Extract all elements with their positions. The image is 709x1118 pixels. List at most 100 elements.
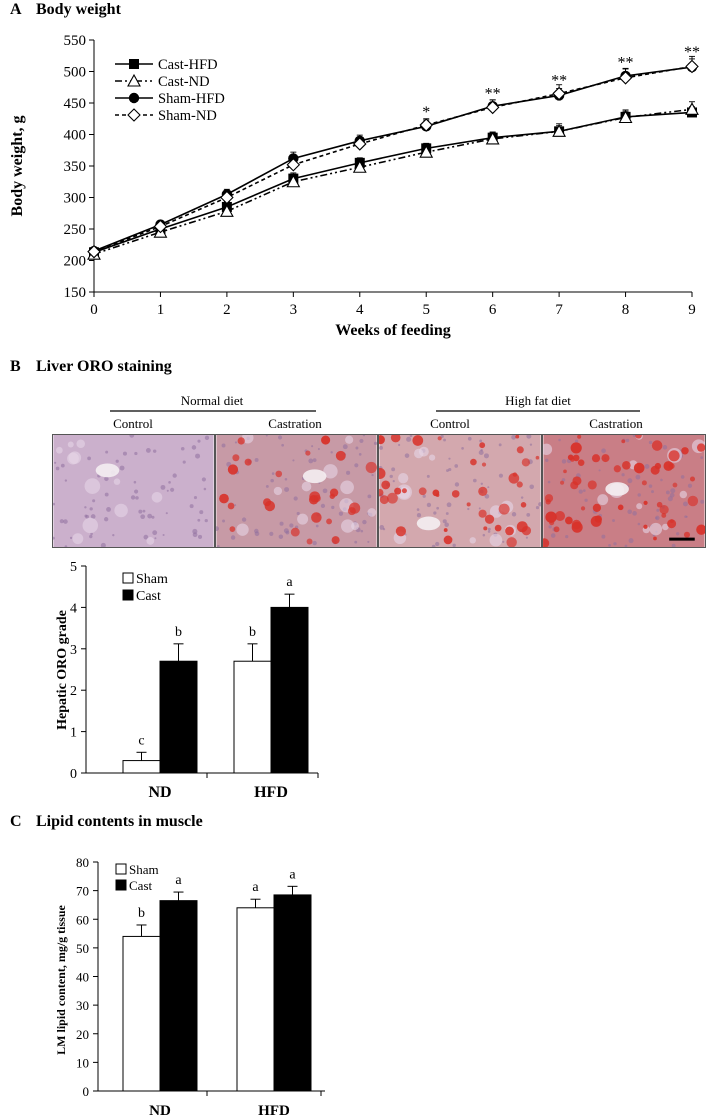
lipid-droplet [535, 455, 540, 460]
lipid-droplet [653, 536, 657, 541]
cell-nucleus [637, 493, 641, 497]
cell-nucleus [627, 478, 633, 484]
cell-nucleus [454, 482, 460, 487]
cell-nucleus [138, 509, 143, 514]
lipid-droplet [227, 464, 239, 475]
central-vein [605, 482, 629, 496]
cell-nucleus [436, 506, 440, 510]
y-tick-label: 10 [76, 1055, 89, 1070]
lipid-droplet [229, 526, 236, 532]
cell-nucleus [637, 522, 641, 526]
cell-nucleus [53, 536, 55, 540]
cell-nucleus [416, 508, 420, 511]
lipid-droplet [570, 442, 582, 454]
cell-nucleus [392, 480, 395, 483]
lipid-droplet [264, 500, 276, 512]
lipid-droplet [613, 465, 621, 473]
cell-nucleus [234, 441, 238, 444]
cell-nucleus [278, 534, 284, 539]
cell-nucleus [180, 446, 185, 451]
cell-nucleus [687, 483, 693, 488]
cell-nucleus [598, 469, 601, 472]
lipid-droplet [348, 502, 361, 514]
cell-nucleus [354, 463, 359, 468]
lipid-droplet [560, 480, 565, 485]
cell-nucleus [60, 463, 65, 468]
bw-point-sham-nd [352, 137, 367, 151]
cell-nucleus [103, 517, 109, 522]
sinusoid-space [241, 435, 254, 444]
lipid-droplet [395, 526, 406, 537]
cell-nucleus [195, 453, 201, 459]
y-tick-label: 50 [76, 941, 89, 956]
bw-x-tick-label: 4 [356, 302, 364, 318]
lipid-droplet [290, 527, 300, 537]
sinusoid-space [301, 481, 312, 492]
cell-nucleus [578, 489, 583, 494]
cell-nucleus [660, 478, 663, 482]
cell-nucleus [526, 435, 532, 439]
lipid-droplet [305, 450, 311, 456]
cell-nucleus [651, 490, 654, 494]
bw-y-tick-label: 450 [64, 96, 87, 112]
lipid-droplet [412, 435, 424, 446]
cell-nucleus [87, 456, 91, 461]
cell-nucleus [285, 530, 290, 535]
cell-nucleus [308, 458, 314, 464]
bw-x-tick-label: 0 [90, 302, 98, 318]
lipid-droplet [565, 516, 573, 525]
lipid-droplet [668, 450, 680, 462]
oro-y-axis-label: Hepatic ORO grade [55, 610, 70, 730]
lipid-droplet [656, 501, 663, 508]
sinusoid-space [114, 503, 128, 518]
significance-letter: b [138, 906, 145, 921]
lipid-droplet [689, 476, 696, 482]
bw-point-sham-nd [618, 71, 633, 85]
cell-nucleus [487, 530, 491, 533]
cell-nucleus [360, 529, 364, 533]
diet-header-normal: Normal diet [181, 393, 244, 408]
cell-nucleus [201, 477, 206, 482]
cell-nucleus [221, 443, 226, 448]
lipid-droplet [580, 506, 586, 511]
cell-nucleus [359, 438, 364, 443]
cell-nucleus [431, 544, 436, 547]
lipid-droplet [591, 454, 601, 463]
cell-nucleus [665, 490, 670, 495]
lipid-droplet [577, 459, 585, 466]
lipid-droplet [329, 488, 339, 497]
cell-nucleus [216, 526, 220, 531]
sinusoid-space [67, 441, 74, 448]
bw-y-axis-label: Body weight, g [9, 116, 26, 217]
lipid-droplet [381, 480, 391, 490]
cell-nucleus [331, 505, 335, 510]
cell-nucleus [635, 474, 641, 480]
cell-nucleus [182, 460, 186, 464]
bw-y-tick-label: 400 [64, 128, 87, 144]
sinusoid-space [340, 480, 354, 495]
cell-nucleus [700, 499, 705, 504]
lipid-droplet [306, 538, 313, 545]
sinusoid-space [56, 446, 63, 454]
cell-nucleus [483, 453, 489, 459]
lipid-droplet [387, 492, 398, 504]
lipid-droplet [232, 454, 240, 462]
cell-nucleus [487, 486, 490, 489]
bw-legend-marker-cast-nd [127, 73, 141, 87]
cell-nucleus [379, 445, 383, 450]
bw-y-tick-label: 150 [64, 285, 87, 301]
cell-nucleus [454, 464, 459, 468]
bw-point-sham-nd [685, 59, 699, 74]
cell-nucleus [608, 543, 611, 547]
bw-point-sham-nd [552, 86, 566, 101]
bw-x-tick-label: 5 [422, 302, 430, 318]
cell-nucleus [84, 506, 87, 509]
cell-nucleus [89, 507, 93, 511]
bar-cast-nd [159, 660, 198, 774]
y-tick-label: 0 [83, 1084, 90, 1099]
body-weight-chart: A Body weight 15020025030035040045050055… [9, 1, 700, 339]
bw-y-tick-label: 500 [64, 65, 87, 81]
lipid-droplet [617, 504, 624, 511]
panel-b-letter: B [10, 358, 21, 375]
cell-nucleus [142, 509, 146, 513]
